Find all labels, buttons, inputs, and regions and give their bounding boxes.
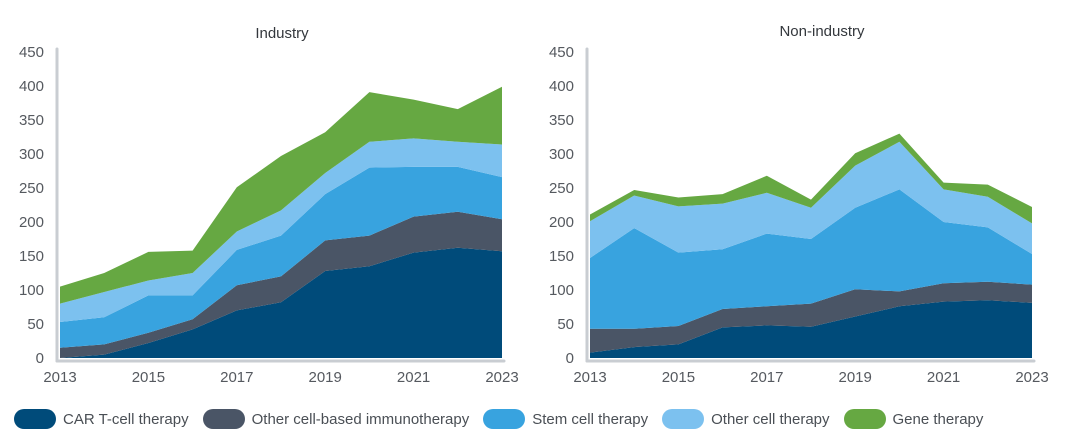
y-tick-label: 400	[549, 78, 574, 95]
y-tick-label: 0	[36, 350, 44, 367]
x-tick-label: 2013	[573, 369, 606, 386]
area-stem-cell-therapy	[60, 166, 502, 348]
x-tick-label: 2023	[485, 369, 518, 386]
y-tick-label: 450	[19, 44, 44, 61]
y-tick-label: 350	[549, 112, 574, 129]
chart-non-industry: Non-industry 0 50 100 150 200 250 300 350 400 450 2…	[549, 23, 1049, 386]
legend-swatch	[202, 409, 245, 429]
chart-industry: Industry 0 50 100 150 200 250 300 350 400 450 2013 2…	[19, 25, 519, 386]
legend-swatch	[843, 409, 886, 429]
legend-item-car-t-cell-therapy: CAR T-cell therapy	[14, 409, 189, 429]
x-tick-label: 2021	[397, 369, 430, 386]
y-tick-label: 150	[549, 248, 574, 265]
legend-swatch	[662, 409, 705, 429]
y-tick-label: 250	[549, 180, 574, 197]
chart-title: Industry	[255, 25, 309, 42]
legend-swatch	[14, 409, 56, 429]
legend-label: Gene therapy	[892, 410, 984, 428]
x-tick-label: 2019	[309, 369, 342, 386]
y-tick-label: 0	[566, 350, 574, 367]
y-tick-label: 100	[19, 282, 44, 299]
x-tick-label: 2021	[927, 369, 960, 386]
area-other-cell-therapy	[60, 138, 502, 322]
charts-canvas: Industry 0 50 100 150 200 250 300 350 400 450 2013 2…	[19, 23, 1049, 386]
chart-title: Non-industry	[779, 23, 865, 40]
legend-item-gene-therapy: Gene therapy	[843, 409, 984, 429]
x-tick-label: 2015	[662, 369, 695, 386]
y-tick-label: 150	[19, 248, 44, 265]
legend-item-other-cell-therapy: Other cell therapy	[662, 409, 830, 429]
x-tick-label: 2017	[750, 369, 783, 386]
y-tick-label: 100	[549, 282, 574, 299]
y-tick-label: 350	[19, 112, 44, 129]
y-tick-label: 450	[549, 44, 574, 61]
area-other-cell-based-immunotherapy	[60, 211, 502, 358]
area-car-t-cell-therapy	[60, 247, 502, 358]
legend-label: Other cell-based immunotherapy	[251, 410, 470, 428]
area-gene-therapy	[60, 86, 502, 304]
area-other-cell-therapy	[590, 141, 1032, 258]
x-tick-label: 2019	[839, 369, 872, 386]
area-gene-therapy	[590, 133, 1032, 224]
legend: CAR T-cell therapy Other cell-based immun…	[14, 406, 997, 432]
y-tick-label: 50	[27, 316, 44, 333]
area-other-cell-based-immunotherapy	[590, 281, 1032, 353]
legend-item-other-cell-based-immunotherapy: Other cell-based immunotherapy	[202, 409, 470, 429]
x-tick-label: 2015	[132, 369, 165, 386]
x-tick-label: 2023	[1015, 369, 1048, 386]
legend-swatch	[483, 409, 526, 429]
legend-item-stem-cell-therapy: Stem cell therapy	[483, 409, 648, 429]
legend-label: Stem cell therapy	[532, 410, 649, 428]
y-tick-label: 200	[549, 214, 574, 231]
area-stem-cell-therapy	[590, 189, 1032, 329]
y-tick-label: 250	[19, 180, 44, 197]
x-tick-label: 2013	[43, 369, 76, 386]
area-car-t-cell-therapy	[590, 300, 1032, 358]
y-tick-label: 400	[19, 78, 44, 95]
legend-label: CAR T-cell therapy	[63, 410, 189, 428]
y-tick-label: 300	[549, 146, 574, 163]
y-tick-label: 200	[19, 214, 44, 231]
y-tick-label: 300	[19, 146, 44, 163]
y-tick-label: 50	[557, 316, 574, 333]
legend-label: Other cell therapy	[711, 410, 830, 428]
x-tick-label: 2017	[220, 369, 253, 386]
